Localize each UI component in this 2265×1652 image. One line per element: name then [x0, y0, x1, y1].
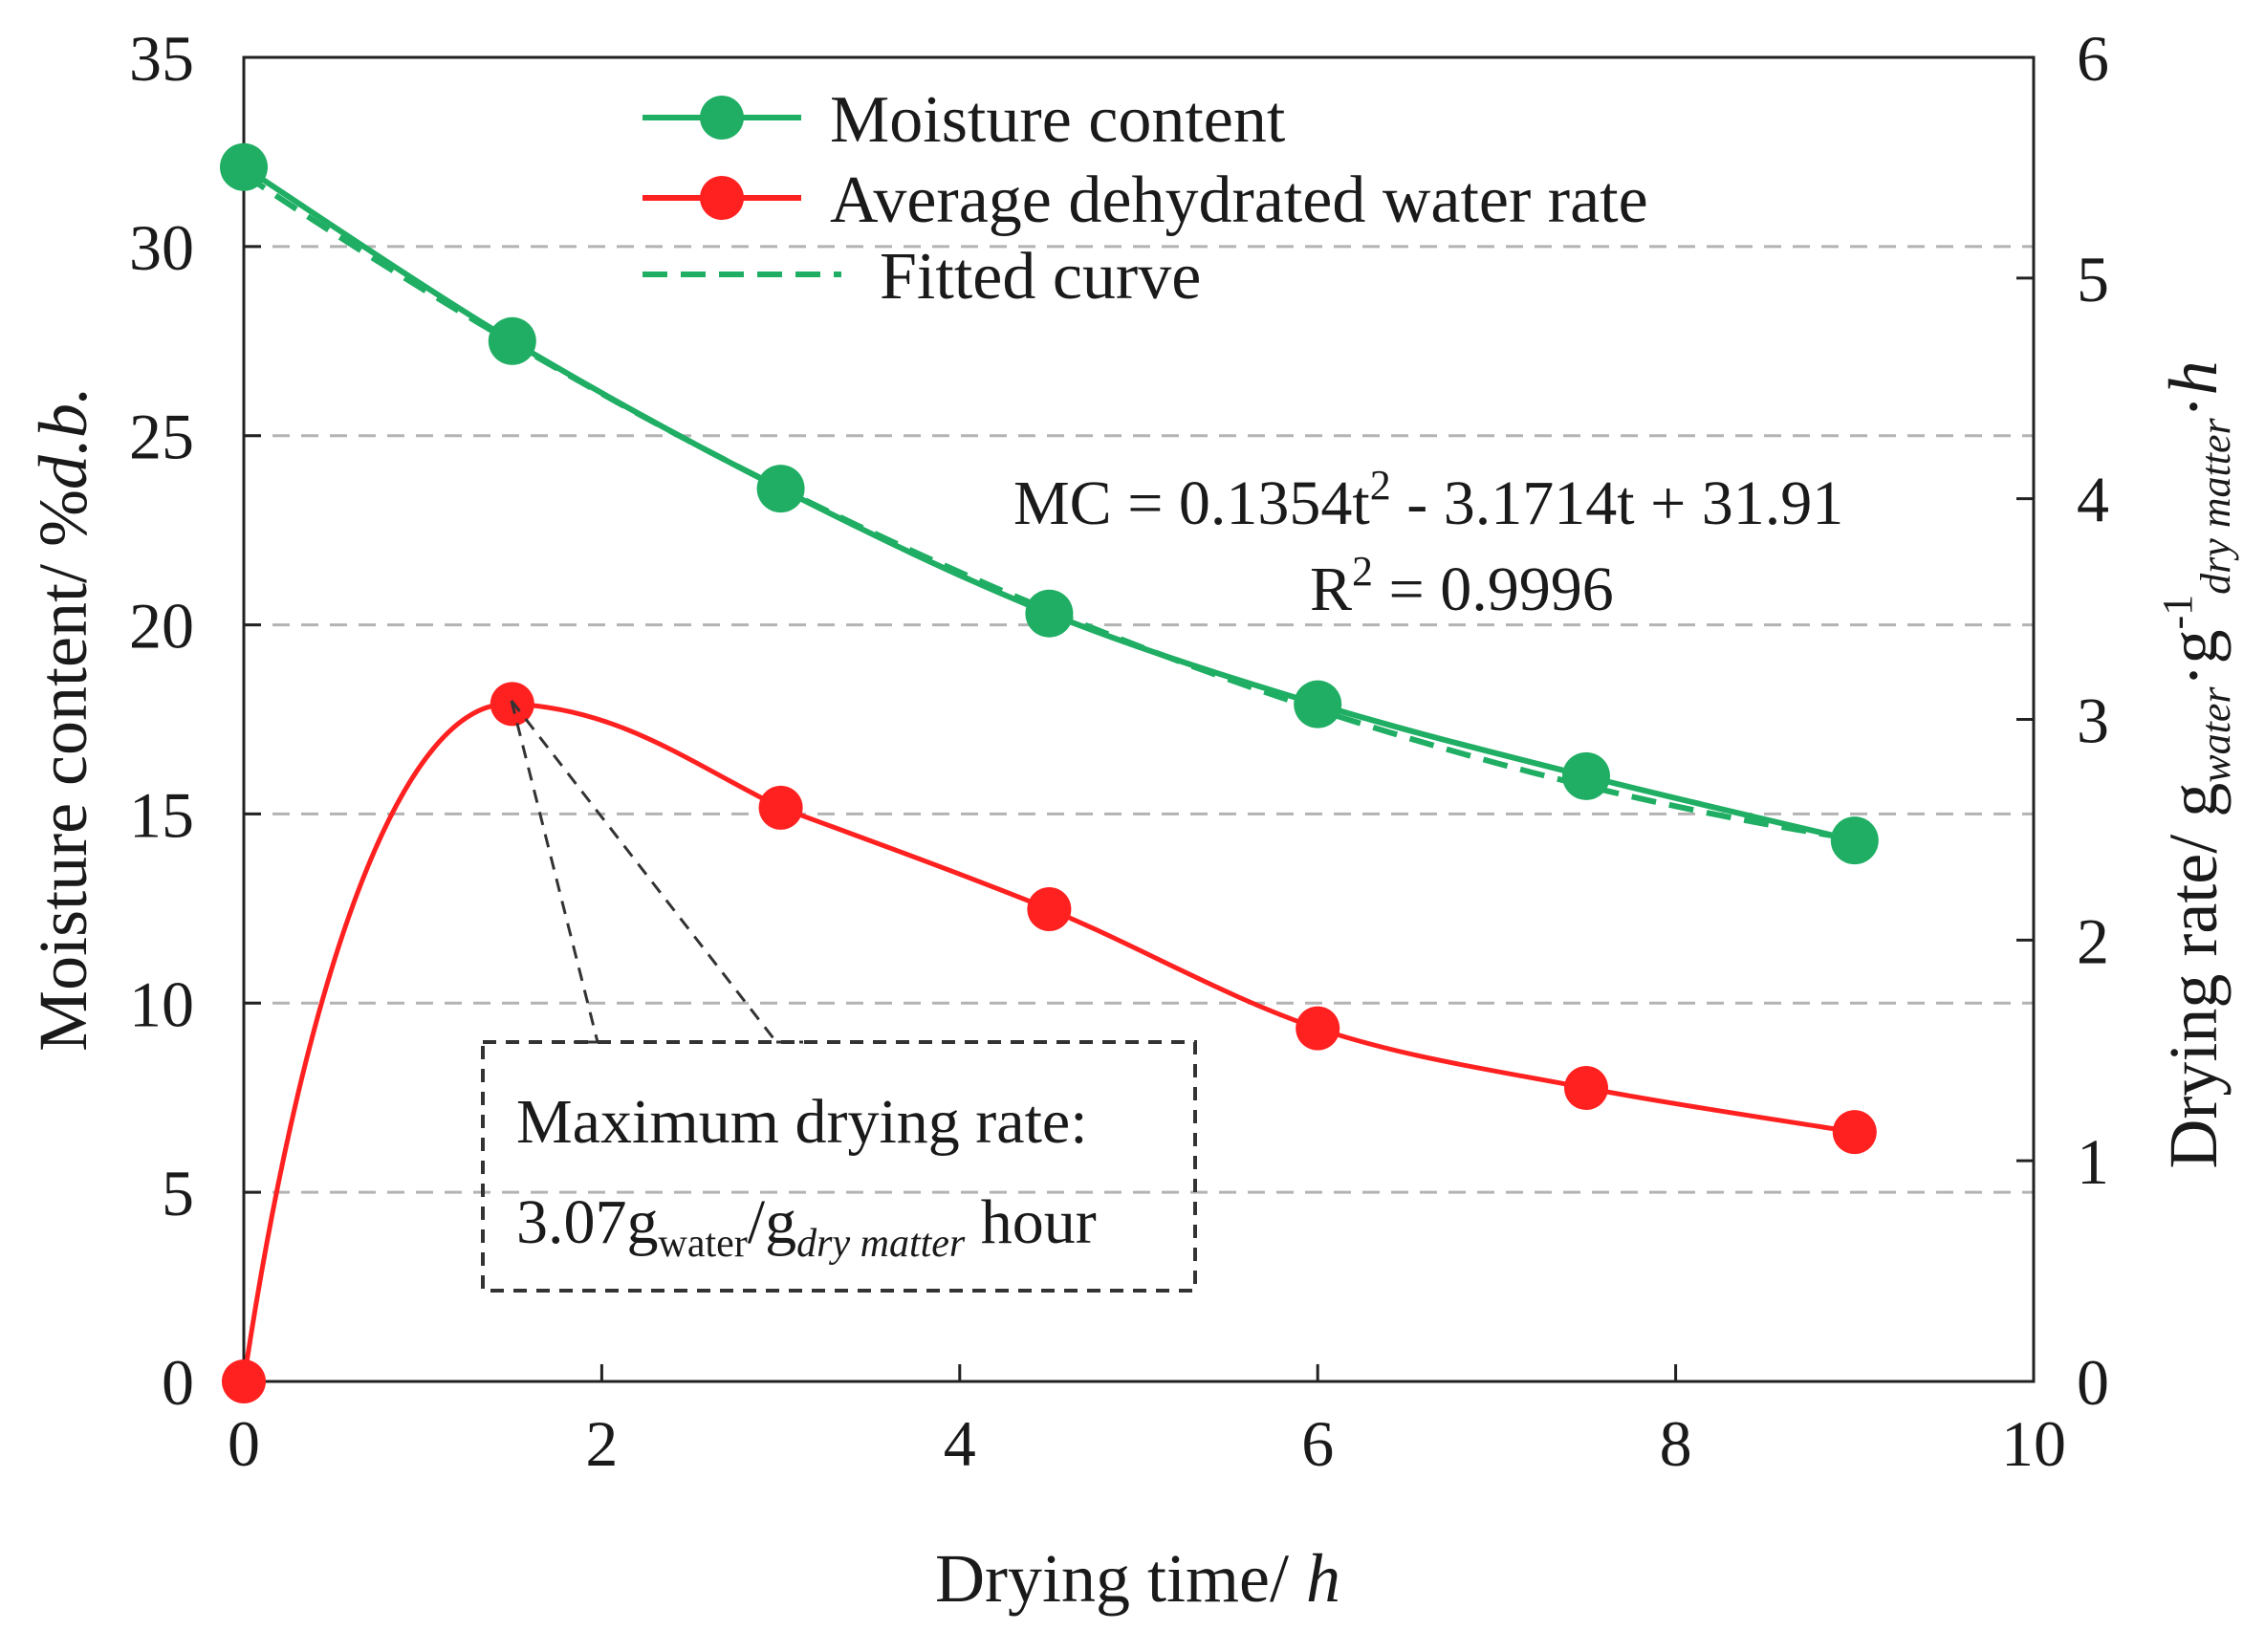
- right-y-tick-label-3: 3: [2077, 685, 2109, 757]
- x-tick-label-8: 8: [1660, 1407, 1692, 1480]
- series-layer: [220, 142, 1879, 1403]
- left-y-tick-label-15: 15: [129, 778, 194, 851]
- x-tick-label-6: 6: [1301, 1407, 1334, 1480]
- legend: Moisture content Average dehydrated wate…: [642, 83, 1648, 314]
- max-rate-line2: 3.07gwater/gdry matter hour: [516, 1187, 1097, 1266]
- left-y-tick-label-20: 20: [129, 590, 194, 663]
- x-axis-label: Drying time/ h: [935, 1540, 1340, 1617]
- right-y-axis-label: Drying rate/ gwater·g-1dry matter·h: [2154, 360, 2239, 1168]
- legend-rate: Average dehydrated water rate: [642, 163, 1648, 237]
- legend-moisture: Moisture content: [642, 83, 1286, 157]
- x-axis-ticks: 0 2 4 6 8 10: [228, 1364, 2066, 1480]
- drying-rate-line: [241, 701, 1856, 1382]
- x-tick-label-4: 4: [944, 1407, 976, 1480]
- right-y-axis-ticks: 0 1 2 3 4 5 6: [2016, 22, 2109, 1419]
- fit-equation: MC = 0.1354t2 - 3.1714t + 31.91: [1013, 462, 1843, 538]
- left-y-tick-label-5: 5: [162, 1157, 194, 1229]
- moisture-point-5: [1562, 751, 1610, 800]
- drying-rate-point-5: [1564, 1065, 1608, 1110]
- left-y-tick-label-35: 35: [129, 22, 194, 95]
- right-y-tick-label-1: 1: [2077, 1125, 2109, 1198]
- left-y-axis-ticks: 0 5 10 15 20 25 30 35: [129, 22, 261, 1419]
- left-y-tick-label-30: 30: [129, 211, 194, 284]
- drying-rate-point-3: [1027, 887, 1072, 932]
- x-tick-label-2: 2: [585, 1407, 618, 1480]
- drying-rate-point-2: [758, 785, 803, 830]
- right-y-tick-label-0: 0: [2077, 1346, 2109, 1419]
- legend-rate-label: Average dehydrated water rate: [830, 163, 1648, 237]
- grid-lines: [244, 245, 2034, 1194]
- max-rate-annotation: Maximum drying rate: 3.07gwater/gdry mat…: [481, 700, 1197, 1293]
- right-y-tick-label-5: 5: [2077, 243, 2109, 315]
- right-y-tick-label-4: 4: [2077, 464, 2109, 536]
- moisture-point-2: [756, 465, 805, 513]
- x-tick-label-0: 0: [228, 1407, 260, 1480]
- drying-rate-point-4: [1296, 1006, 1340, 1051]
- left-y-axis-label: Moisture content/ %d.b.: [25, 386, 101, 1052]
- left-y-tick-label-25: 25: [129, 401, 194, 473]
- max-rate-line1: Maximum drying rate:: [516, 1087, 1088, 1157]
- left-y-tick-label-10: 10: [129, 967, 194, 1040]
- left-y-tick-label-0: 0: [162, 1346, 194, 1419]
- moisture-point-6: [1830, 816, 1879, 865]
- moisture-point-4: [1294, 680, 1342, 728]
- moisture-point-3: [1025, 589, 1074, 638]
- legend-fit: Fitted curve: [642, 240, 1201, 314]
- moisture-point-0: [220, 142, 268, 191]
- right-y-tick-label-2: 2: [2077, 904, 2109, 977]
- moisture-point-1: [488, 316, 536, 365]
- x-tick-label-10: 10: [2001, 1407, 2066, 1480]
- leader-line-2: [510, 700, 778, 1043]
- annotation-box: [481, 1040, 1197, 1293]
- legend-fit-label: Fitted curve: [880, 240, 1201, 314]
- legend-moisture-label: Moisture content: [830, 83, 1286, 157]
- drying-rate-point-6: [1832, 1110, 1877, 1155]
- leader-line-1: [510, 700, 599, 1043]
- right-y-tick-label-6: 6: [2077, 22, 2109, 95]
- fit-r2: R2 = 0.9996: [1310, 548, 1614, 624]
- drying-rate-point-0: [222, 1359, 266, 1403]
